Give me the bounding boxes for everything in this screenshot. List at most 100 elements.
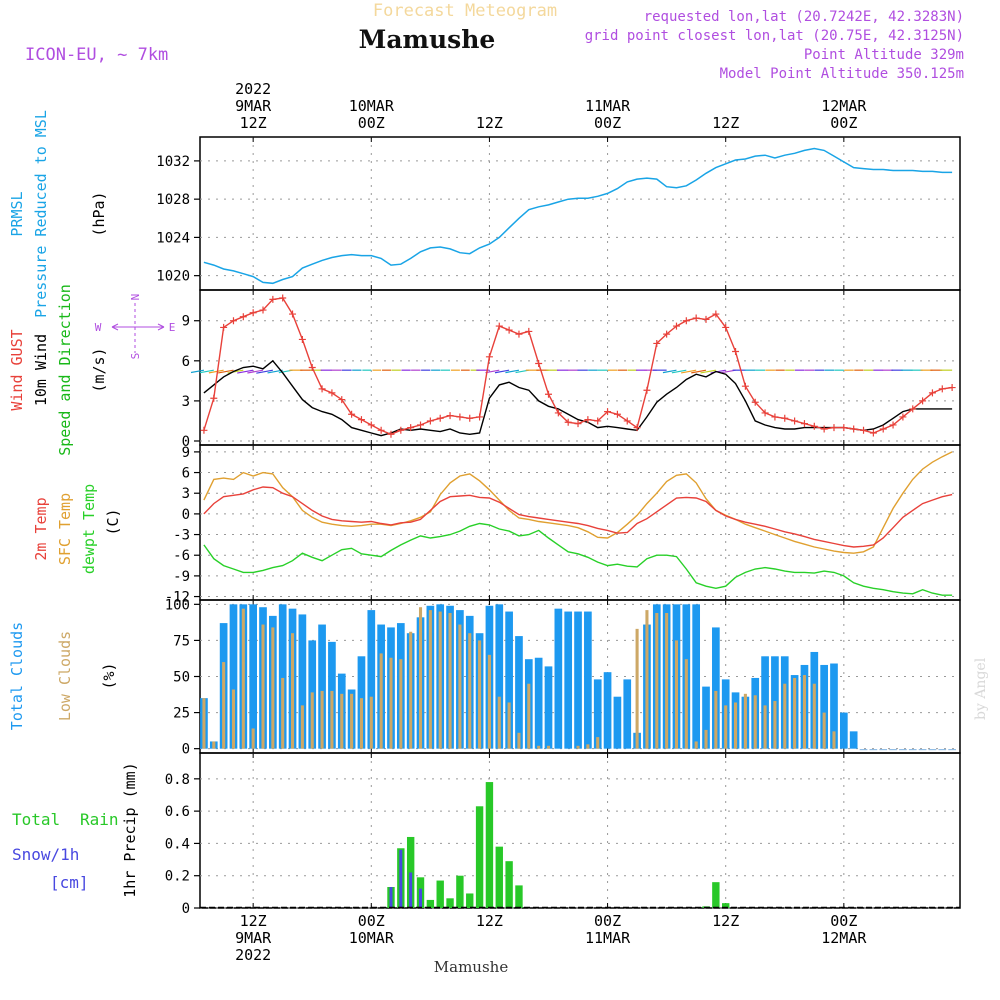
wind-gust-marker <box>732 347 740 355</box>
bottom-time-label: 00Z <box>594 912 621 930</box>
total-cloud-bar <box>712 627 720 749</box>
low-cloud-bar <box>665 612 669 749</box>
wind-gust-marker <box>466 414 474 422</box>
low-cloud-bar <box>773 701 777 749</box>
wind-gust-marker <box>869 429 877 437</box>
wind-gust-marker <box>712 310 720 318</box>
precip-label-total: Total <box>12 810 60 829</box>
total-cloud-bar <box>830 663 838 749</box>
low-cloud-bar <box>389 657 393 749</box>
y-tick-label: -6 <box>173 548 190 564</box>
rain-bar <box>446 898 454 908</box>
low-cloud-bar <box>359 698 363 749</box>
low-cloud-bar <box>409 631 413 749</box>
wind-gust-marker <box>791 417 799 425</box>
wind-gust-marker <box>741 382 749 390</box>
wind-gust-marker <box>239 313 247 321</box>
low-cloud-bar <box>812 683 816 749</box>
wind-gust-marker <box>751 398 759 406</box>
wind-direction-arrow <box>494 369 510 374</box>
bottom-time-label: 11MAR <box>585 929 631 947</box>
wind-direction-arrow <box>237 369 254 374</box>
low-cloud-bar <box>763 705 767 749</box>
wind-gust-marker <box>574 420 582 428</box>
low-cloud-bar <box>291 633 295 749</box>
wind-gust-marker <box>456 413 464 421</box>
low-cloud-bar <box>418 607 423 749</box>
wind-gust-marker <box>554 409 562 417</box>
low-cloud-bar <box>704 729 708 749</box>
total-cloud-bar <box>702 686 710 749</box>
chart-title: Mamushe <box>359 25 496 54</box>
precip-axis-label: 1hr Precip (mm) <box>121 762 139 897</box>
wind-direction-arrow <box>671 369 687 374</box>
compass-north: N <box>129 294 142 301</box>
y-tick-label: 0 <box>182 507 190 523</box>
top-time-label: 12MAR <box>821 97 867 115</box>
temp-label-sfc: SFC Temp <box>56 493 74 565</box>
y-tick-label: 0 <box>182 434 190 450</box>
low-cloud-bar <box>300 705 304 749</box>
wind-gust-marker <box>909 405 917 413</box>
total-cloud-bar <box>505 611 513 749</box>
top-time-label: 12Z <box>712 114 739 132</box>
bottom-time-label: 12MAR <box>821 929 867 947</box>
wind-gust-marker <box>663 330 671 338</box>
bottom-time-label: 12Z <box>712 912 739 930</box>
rain-bar <box>406 836 415 908</box>
wind-gust-marker <box>318 385 326 393</box>
y-tick-label: 0.4 <box>165 836 190 852</box>
wind-direction-arrow <box>485 369 500 374</box>
wind-gust-marker <box>357 416 365 424</box>
wind-gust-marker <box>220 323 228 331</box>
low-cloud-bar <box>231 689 236 749</box>
wind-gust-marker <box>623 417 631 425</box>
bottom-time-label: 00Z <box>358 912 385 930</box>
wind-gust-marker <box>702 315 710 323</box>
wind-gust-marker <box>771 413 779 421</box>
clouds-label-total: Total Clouds <box>8 622 26 730</box>
bottom-time-label: 00Z <box>830 912 857 930</box>
wind-gust-marker <box>820 425 828 433</box>
wind-gust-marker <box>643 386 651 394</box>
wind-gust-marker <box>761 409 769 417</box>
wind-gust-marker <box>259 306 267 314</box>
pressure-label-prmsl: PRMSL <box>8 191 26 236</box>
compass-west: W <box>95 321 102 334</box>
rain-bar <box>505 861 513 908</box>
wind-gust-marker <box>594 417 602 425</box>
wind-gust-marker <box>338 396 346 404</box>
wind-direction-arrow <box>691 369 707 374</box>
top-time-label: 12Z <box>240 114 267 132</box>
wind-gust-marker <box>495 322 503 330</box>
low-cloud-bar <box>458 624 462 749</box>
low-cloud-bar <box>428 610 432 749</box>
panel-precip: 0 0.2 0.4 0.6 0.8 <box>165 752 961 917</box>
y-tick-label: 6 <box>182 466 190 482</box>
point-altitude: Point Altitude 329m <box>804 47 964 63</box>
wind-direction-arrow <box>681 369 697 374</box>
bottom-time-label: 9MAR <box>235 929 272 947</box>
low-cloud-bar <box>487 654 491 749</box>
wind-gust-marker <box>653 339 661 347</box>
y-tick-label: 6 <box>182 354 190 370</box>
wind-direction-arrow <box>700 369 716 374</box>
precip-label-rain: Rain <box>80 810 119 829</box>
credit-watermark: by Angel <box>973 657 989 720</box>
total-cloud-bar <box>574 611 582 749</box>
low-cloud-bar <box>753 695 757 749</box>
low-cloud-bar <box>271 627 275 749</box>
wind-gust-marker <box>604 408 612 416</box>
wind-gust-marker <box>279 294 287 302</box>
wind-gust-marker <box>515 330 523 338</box>
low-cloud-bar <box>743 693 747 749</box>
total-cloud-bar <box>554 608 563 749</box>
y-tick-label: 3 <box>182 486 190 502</box>
low-cloud-bar <box>517 732 521 749</box>
y-tick-label: -12 <box>165 590 190 606</box>
wind-gust-marker <box>298 335 306 343</box>
low-cloud-bar <box>546 745 551 749</box>
low-cloud-bar <box>537 745 541 749</box>
wind-gust-marker <box>928 389 936 397</box>
total-cloud-bar <box>278 604 287 749</box>
